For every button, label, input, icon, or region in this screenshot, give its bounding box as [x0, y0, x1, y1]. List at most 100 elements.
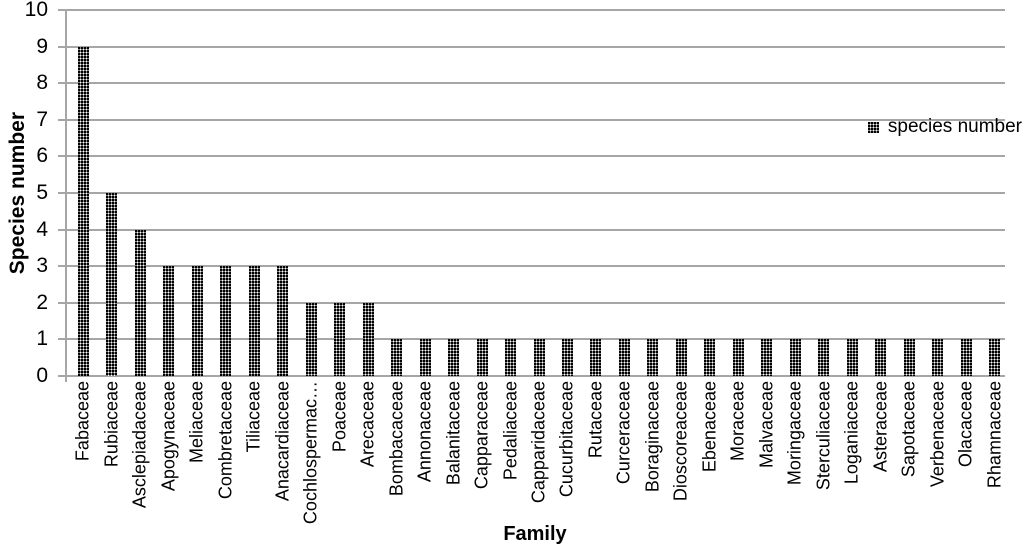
gridline-y-1: [58, 338, 1005, 341]
x-tick-label: Boraginaceae: [642, 381, 663, 493]
legend-pattern-swatch-icon: [867, 121, 879, 133]
bar: [903, 339, 915, 376]
bar: [704, 339, 716, 376]
bar: [419, 339, 431, 376]
bar: [305, 302, 317, 376]
x-tick-label-text: Anacardiaceae: [272, 381, 293, 502]
x-tick-label-text: Apogynaceae: [158, 381, 179, 492]
x-tick-label-text: Curceraceae: [614, 381, 635, 485]
x-tick-label: Cochlospermac…: [300, 381, 321, 525]
x-tick-label-text: Poaceae: [329, 381, 350, 453]
bar: [277, 266, 289, 376]
x-tick-label-text: Malvaceae: [756, 381, 777, 469]
x-tick-label-text: Balanitaceae: [443, 381, 464, 486]
x-tick-label-text: Asclepiadaceae: [129, 381, 150, 509]
x-tick-label: Tiliaceae: [243, 381, 264, 453]
x-tick-label-text: Capparidaceae: [528, 381, 549, 504]
x-tick-label-text: Sapotaceae: [898, 381, 919, 478]
x-tick-label: Rutaceae: [585, 381, 606, 459]
x-tick-label-text: Cochlospermac…: [300, 381, 321, 525]
legend-label: species number: [887, 116, 1022, 137]
x-tick-label-text: Combretaceae: [215, 381, 236, 500]
x-tick-label: Ebenaceae: [699, 381, 720, 473]
x-axis-tick-labels: Fabaceae Rubiaceae Asclepiadaceae Apogynace…: [65, 381, 1005, 531]
bar: [191, 266, 203, 376]
x-tick-label: Poaceae: [329, 381, 350, 453]
gridline-y-4: [58, 228, 1005, 231]
x-tick-label-text: Tiliaceae: [243, 381, 264, 453]
gridline-y-10: [58, 9, 1005, 11]
gridline-y-6: [58, 155, 1005, 158]
x-tick-label: Sapotaceae: [898, 381, 919, 478]
gridline-y-2: [58, 301, 1005, 304]
y-tick-label-4: 4: [36, 217, 48, 241]
x-tick-label: Balanitaceae: [443, 381, 464, 486]
x-tick-label: Sterculiaceae: [813, 381, 834, 491]
bar: [960, 339, 972, 376]
x-tick-label-text: Moraceae: [727, 381, 748, 462]
x-tick-label-text: Verbenaceae: [927, 381, 948, 488]
gridline-y-8: [58, 82, 1005, 85]
bar: [789, 339, 801, 376]
bar: [846, 339, 858, 376]
x-tick-label-text: Meliaceae: [186, 381, 207, 464]
bar: [875, 339, 887, 376]
y-tick-label-10: 10: [24, 0, 48, 21]
x-tick-label-text: Rutaceae: [585, 381, 606, 459]
x-tick-label: Rhamnaceae: [984, 381, 1004, 488]
x-tick-label: Apogynaceae: [158, 381, 179, 492]
bar: [675, 339, 687, 376]
x-tick-label: Verbenaceae: [927, 381, 948, 488]
legend: species number: [867, 116, 1022, 138]
x-tick-label-text: Arecaceae: [357, 381, 378, 468]
x-tick-label-text: Ebenaceae: [699, 381, 720, 473]
x-axis-title: Family: [503, 523, 567, 545]
bar: [590, 339, 602, 376]
x-tick-label-text: Loganiaceae: [841, 381, 862, 485]
x-tick-label-text: Dioscoreaceae: [670, 381, 691, 502]
x-tick-label: Annonaceae: [414, 381, 435, 483]
bar: [932, 339, 944, 376]
x-tick-label-text: Fabaceae: [72, 381, 93, 462]
x-tick-label: Asteraceae: [870, 381, 890, 472]
bar: [476, 339, 488, 376]
x-tick-label: Cucurbitaceae: [557, 381, 577, 497]
x-tick-label-text: Pedaliaceae: [500, 381, 521, 481]
y-tick-label-8: 8: [36, 71, 48, 95]
bar: [448, 339, 460, 376]
bar: [561, 339, 573, 376]
bar: [106, 193, 118, 376]
x-tick-label: Capparaceae: [472, 381, 492, 489]
bar: [77, 46, 89, 376]
gridline-y-3: [58, 265, 1005, 268]
bar: [362, 302, 374, 376]
x-tick-label: Anacardiaceae: [272, 381, 293, 502]
gridline-y-0: [58, 375, 1005, 377]
x-tick-label: Dioscoreaceae: [670, 381, 691, 502]
y-axis-tick-labels: 0 1 2 3 4 5 6 7 8 9 10: [0, 0, 48, 387]
y-tick-label-7: 7: [36, 107, 48, 131]
bar: [163, 266, 175, 376]
gridline-y-5: [58, 192, 1005, 194]
gridline-y-9: [58, 45, 1005, 48]
x-tick-label-text: Annonaceae: [414, 381, 435, 483]
x-tick-label-text: Bombacaceae: [386, 381, 407, 497]
x-tick-label: Rubiaceae: [101, 381, 121, 467]
y-tick-label-2: 2: [36, 290, 48, 314]
plot-area: [58, 9, 1005, 382]
y-tick-label-1: 1: [36, 327, 48, 351]
x-tick-label: Asclepiadaceae: [129, 381, 150, 509]
x-tick-label: Loganiaceae: [841, 381, 862, 485]
x-tick-label: Capparidaceae: [528, 381, 549, 504]
y-tick-label-9: 9: [36, 34, 48, 58]
x-tick-label: Combretaceae: [215, 381, 236, 500]
x-tick-label-text: Boraginaceae: [642, 381, 663, 493]
x-tick-label-text: Sterculiaceae: [813, 381, 834, 491]
bar: [732, 339, 744, 376]
x-tick-label: Pedaliaceae: [500, 381, 521, 481]
bar: [391, 339, 403, 376]
x-tick-label: Bombacaceae: [386, 381, 407, 497]
y-tick-label-6: 6: [36, 144, 48, 168]
x-tick-label: Malvaceae: [756, 381, 777, 469]
x-tick-label: Curceraceae: [614, 381, 635, 485]
